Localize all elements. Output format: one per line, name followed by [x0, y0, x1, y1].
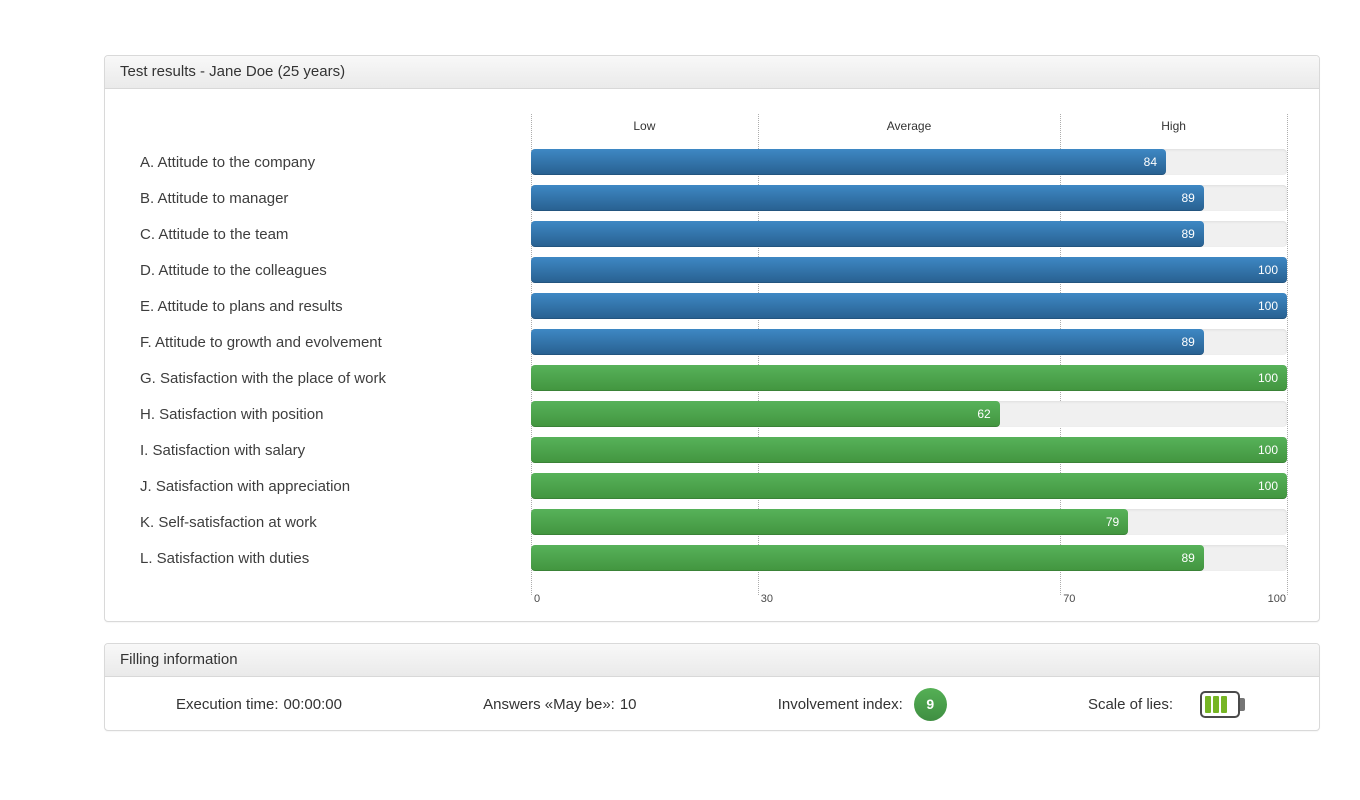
category-label: B. Attitude to manager — [140, 189, 289, 207]
bar-value-label: 100 — [1257, 479, 1278, 493]
answers-maybe-value: 10 — [619, 695, 637, 713]
bar-track: 84 — [531, 149, 1287, 175]
filling-information-panel: Filling information Execution time: 00:0… — [104, 643, 1320, 731]
bar-value-label: 100 — [1257, 299, 1278, 313]
chart-row: H. Satisfaction with position 62 — [105, 401, 1287, 427]
filling-information-body: Execution time: 00:00:00 Answers «May be… — [105, 677, 1319, 731]
chart-row: A. Attitude to the company 84 — [105, 149, 1287, 175]
bar-value-label: 84 — [1143, 155, 1158, 169]
chart-row: L. Satisfaction with duties 89 — [105, 545, 1287, 571]
chart-row: G. Satisfaction with the place of work 1… — [105, 365, 1287, 391]
value-bar: 84 — [531, 149, 1167, 175]
chart-row: B. Attitude to manager 89 — [105, 185, 1287, 211]
bar-value-label: 89 — [1181, 551, 1195, 565]
x-tick-70: 70 — [1063, 593, 1076, 605]
answers-maybe-item: Answers «May be»: 10 — [483, 696, 636, 713]
test-results-panel: Test results - Jane Doe (25 years) Low A… — [104, 55, 1320, 622]
battery-cell — [1229, 696, 1235, 713]
x-tick-100: 100 — [1267, 593, 1286, 605]
chart-row: K. Self-satisfaction at work 79 — [105, 509, 1287, 535]
chart-row: J. Satisfaction with appreciation 100 — [105, 473, 1287, 499]
chart-row: E. Attitude to plans and results 100 — [105, 293, 1287, 319]
scale-of-lies-item: Scale of lies: — [1087, 690, 1245, 718]
category-label: I. Satisfaction with salary — [140, 441, 306, 459]
involvement-index-label: Involvement index: — [777, 695, 903, 713]
bar-value-label: 100 — [1257, 443, 1278, 457]
x-axis: 0 30 70 100 — [531, 581, 1287, 611]
category-label: H. Satisfaction with position — [140, 405, 324, 423]
value-bar: 62 — [531, 401, 1000, 427]
bar-track: 89 — [531, 221, 1287, 247]
category-label: J. Satisfaction with appreciation — [140, 477, 351, 495]
gridline-100 — [1287, 114, 1288, 595]
bar-track: 100 — [531, 365, 1287, 391]
value-bar: 89 — [531, 185, 1204, 211]
value-bar: 89 — [531, 329, 1204, 355]
test-results-title: Test results - Jane Doe (25 years) — [120, 63, 346, 80]
category-label: A. Attitude to the company — [140, 153, 316, 171]
involvement-index-badge: 9 — [913, 687, 947, 721]
bar-value-label: 79 — [1105, 515, 1120, 529]
zone-header: Low Average High — [531, 114, 1287, 149]
battery-nub — [1240, 697, 1245, 711]
bar-value-label: 100 — [1257, 263, 1278, 277]
bar-value-label: 89 — [1181, 191, 1195, 205]
results-bar-chart: Low Average High A. Attitude to the comp… — [105, 114, 1288, 605]
category-label: G. Satisfaction with the place of work — [140, 369, 386, 387]
category-label: L. Satisfaction with duties — [140, 549, 310, 567]
value-bar: 89 — [531, 545, 1204, 571]
zone-label-average: Average — [886, 119, 932, 133]
scale-of-lies-label: Scale of lies: — [1087, 695, 1173, 713]
bar-value-label: 100 — [1257, 371, 1278, 385]
bar-value-label: 89 — [1181, 335, 1195, 349]
category-label: C. Attitude to the team — [140, 225, 289, 243]
bar-track: 89 — [531, 329, 1287, 355]
filling-information-header: Filling information — [105, 644, 1319, 677]
bar-track: 100 — [531, 437, 1287, 463]
battery-cell — [1205, 695, 1211, 713]
execution-time-item: Execution time: 00:00:00 — [176, 696, 342, 713]
execution-time-value: 00:00:00 — [283, 695, 342, 713]
filling-information-title: Filling information — [120, 651, 238, 668]
execution-time-label: Execution time: — [176, 695, 279, 713]
value-bar: 79 — [531, 509, 1129, 535]
category-label: K. Self-satisfaction at work — [140, 513, 317, 531]
value-bar: 100 — [531, 473, 1287, 499]
bar-track: 100 — [531, 473, 1287, 499]
chart-rows: A. Attitude to the company 84 B. Attitud… — [105, 149, 1287, 571]
chart-row: D. Attitude to the colleagues 100 — [105, 257, 1287, 283]
chart-row: C. Attitude to the team 89 — [105, 221, 1287, 247]
bar-track: 89 — [531, 185, 1287, 211]
test-results-body: Low Average High A. Attitude to the comp… — [105, 89, 1319, 605]
value-bar: 100 — [531, 437, 1287, 463]
battery-cell — [1213, 695, 1219, 713]
chart-row: F. Attitude to growth and evolvement 89 — [105, 329, 1287, 355]
battery-icon — [1200, 690, 1245, 718]
battery-body — [1200, 690, 1240, 718]
battery-cell — [1221, 695, 1227, 713]
category-label: F. Attitude to growth and evolvement — [140, 333, 382, 351]
bar-track: 79 — [531, 509, 1287, 535]
test-results-header: Test results - Jane Doe (25 years) — [105, 56, 1319, 89]
zone-label-low: Low — [633, 119, 656, 133]
bar-track: 89 — [531, 545, 1287, 571]
value-bar: 89 — [531, 221, 1204, 247]
bar-value-label: 62 — [977, 407, 991, 421]
value-bar: 100 — [531, 257, 1287, 283]
chart-row: I. Satisfaction with salary 100 — [105, 437, 1287, 463]
category-label: D. Attitude to the colleagues — [140, 261, 327, 279]
value-bar: 100 — [531, 293, 1287, 319]
bar-value-label: 89 — [1181, 227, 1195, 241]
value-bar: 100 — [531, 365, 1287, 391]
x-tick-30: 30 — [760, 593, 774, 605]
bar-track: 100 — [531, 257, 1287, 283]
bar-track: 100 — [531, 293, 1287, 319]
involvement-index-item: Involvement index: 9 — [777, 687, 947, 721]
category-label: E. Attitude to plans and results — [140, 297, 343, 315]
bar-track: 62 — [531, 401, 1287, 427]
zone-label-high: High — [1161, 119, 1186, 133]
answers-maybe-label: Answers «May be»: — [483, 695, 615, 713]
x-tick-0: 0 — [534, 593, 541, 605]
